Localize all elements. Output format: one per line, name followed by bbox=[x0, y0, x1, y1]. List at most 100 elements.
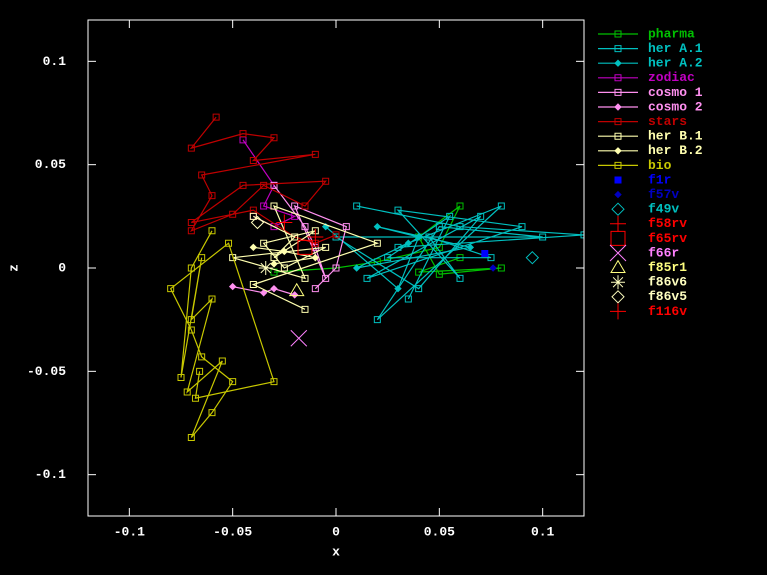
marker bbox=[610, 215, 626, 232]
marker bbox=[404, 295, 412, 303]
series-line bbox=[232, 286, 295, 296]
marker bbox=[291, 202, 299, 210]
series-line bbox=[232, 204, 380, 310]
marker bbox=[525, 250, 540, 265]
legend-label: zodiac bbox=[648, 70, 695, 85]
marker bbox=[456, 274, 464, 282]
marker bbox=[614, 74, 622, 82]
marker bbox=[229, 210, 237, 218]
marker bbox=[225, 239, 233, 247]
legend-label: f58rv bbox=[648, 216, 687, 231]
marker bbox=[611, 290, 625, 304]
marker bbox=[187, 316, 195, 324]
marker bbox=[249, 157, 257, 165]
marker bbox=[394, 284, 402, 293]
marker bbox=[270, 134, 278, 142]
marker bbox=[208, 409, 216, 417]
legend-label: f116v bbox=[648, 304, 687, 319]
plot-area bbox=[167, 113, 584, 441]
legend-label: cosmo 2 bbox=[648, 99, 703, 114]
marker bbox=[270, 284, 278, 293]
y-tick-label: 0.1 bbox=[43, 54, 67, 69]
marker bbox=[301, 305, 309, 313]
marker bbox=[270, 202, 278, 210]
legend-label: her A.1 bbox=[648, 41, 703, 56]
series-line bbox=[169, 230, 275, 438]
legend-label: her B.2 bbox=[648, 143, 703, 158]
marker bbox=[208, 295, 216, 303]
marker bbox=[477, 212, 485, 220]
marker bbox=[258, 261, 273, 275]
marker bbox=[187, 326, 195, 334]
y-tick-label: 0 bbox=[58, 260, 66, 275]
legend-label: bio bbox=[648, 158, 672, 173]
marker bbox=[435, 223, 443, 231]
marker bbox=[466, 243, 475, 252]
marker bbox=[497, 264, 505, 272]
marker bbox=[187, 219, 195, 227]
marker bbox=[187, 144, 195, 152]
marker bbox=[332, 264, 340, 272]
y-axis-label: z bbox=[6, 264, 21, 272]
marker bbox=[614, 59, 622, 67]
marker bbox=[614, 118, 622, 126]
marker bbox=[614, 103, 622, 111]
marker bbox=[249, 243, 258, 252]
marker bbox=[198, 353, 206, 361]
legend-label: cosmo 1 bbox=[648, 85, 703, 100]
marker bbox=[384, 254, 392, 262]
marker bbox=[353, 202, 361, 210]
plot-frame bbox=[87, 19, 585, 517]
legend-label: stars bbox=[648, 114, 687, 129]
marker bbox=[352, 264, 361, 272]
marker bbox=[259, 289, 268, 297]
marker bbox=[342, 223, 350, 231]
marker bbox=[609, 244, 627, 262]
marker bbox=[614, 132, 622, 140]
series-line bbox=[333, 205, 584, 321]
marker bbox=[311, 150, 319, 158]
marker bbox=[239, 181, 247, 189]
marker bbox=[487, 254, 495, 262]
marker bbox=[614, 190, 622, 199]
marker bbox=[301, 274, 309, 282]
marker bbox=[218, 357, 226, 365]
marker bbox=[456, 254, 464, 262]
marker bbox=[270, 260, 278, 268]
marker bbox=[290, 291, 299, 299]
marker bbox=[167, 285, 175, 293]
marker bbox=[373, 316, 381, 324]
legend-label: her B.1 bbox=[648, 129, 703, 144]
marker bbox=[280, 264, 288, 272]
legend-label: f49v bbox=[648, 202, 679, 217]
marker bbox=[301, 223, 309, 231]
marker bbox=[187, 264, 195, 272]
y-tick-label: -0.05 bbox=[27, 364, 66, 379]
marker bbox=[270, 254, 278, 262]
x-tick-label: 0 bbox=[332, 524, 340, 539]
marker bbox=[212, 113, 220, 121]
marker bbox=[270, 181, 278, 189]
marker bbox=[196, 367, 204, 375]
marker bbox=[288, 282, 305, 297]
marker bbox=[415, 285, 423, 293]
x-axis-label: x bbox=[332, 544, 340, 559]
marker bbox=[610, 259, 626, 273]
marker bbox=[539, 233, 547, 241]
marker bbox=[497, 202, 505, 210]
marker bbox=[456, 202, 464, 210]
y-tick-label: 0.05 bbox=[35, 157, 66, 172]
marker bbox=[614, 30, 622, 38]
marker bbox=[394, 243, 402, 251]
marker bbox=[250, 215, 265, 230]
marker bbox=[208, 192, 216, 200]
marker bbox=[191, 394, 199, 402]
marker bbox=[518, 223, 526, 231]
marker bbox=[208, 227, 216, 235]
marker bbox=[322, 274, 330, 282]
marker bbox=[290, 329, 308, 347]
marker bbox=[611, 202, 625, 216]
x-tick-label: 0.1 bbox=[531, 524, 555, 539]
legend-label: f65rv bbox=[648, 231, 687, 246]
